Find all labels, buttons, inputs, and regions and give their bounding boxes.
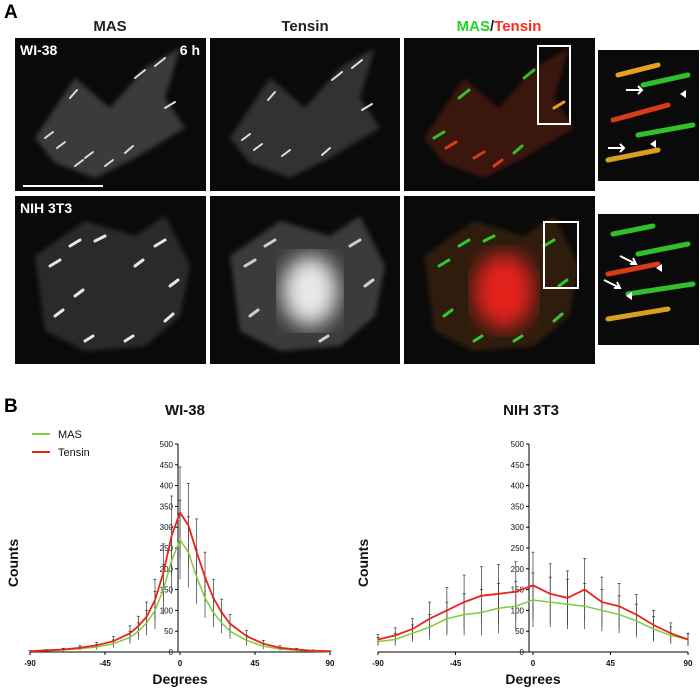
chart-title-nih3t3: NIH 3T3 [503,402,559,419]
column-title-merge: MAS/Tensin [404,18,594,35]
merge-title-mas: MAS [456,18,490,35]
column-title-tensin: Tensin [281,18,329,35]
cell-nih3t3-mas-shape [35,216,190,351]
y-tick-label: 400 [160,482,174,491]
y-tick-label: 100 [511,606,525,615]
cell-nih3t3-tensin-shape [230,216,385,351]
zoom-box-wi38 [537,45,571,125]
x-tick-label: 90 [326,659,335,668]
micrograph-nih3t3-mas: NIH 3T3 [15,196,206,364]
x-tick-label: 45 [606,659,615,668]
arrowhead-icon [626,292,632,300]
arrowhead-icon [650,140,656,148]
y-axis-label: Counts [355,539,371,587]
y-tick-label: 500 [160,440,174,449]
cell-wi38-mas-shape [35,48,185,178]
x-tick-label: -45 [450,659,462,668]
arrow-icon [608,143,626,153]
x-tick-label: 0 [531,659,536,668]
x-tick-label: -90 [372,659,384,668]
chart-title-wi38: WI-38 [164,402,205,419]
y-axis-label: Counts [5,539,21,587]
y-tick-label: 450 [160,461,174,470]
y-tick-label: 500 [511,440,525,449]
x-axis-label: Degrees [505,671,560,687]
micrograph-wi38-mas: WI-38 6 h [15,38,206,191]
y-tick-label: 100 [160,606,174,615]
x-tick-label: -90 [24,659,36,668]
y-tick-label: 0 [169,648,174,657]
y-tick-label: 250 [511,544,525,553]
x-tick-label: -45 [99,659,111,668]
y-tick-label: 200 [511,565,525,574]
scale-bar [23,185,103,187]
series-line-mas [377,599,689,643]
y-tick-label: 400 [511,482,525,491]
y-tick-label: 300 [160,523,174,532]
y-tick-label: 50 [515,627,524,636]
y-tick-label: 350 [160,502,174,511]
arrow-icon [626,85,644,95]
inset-wi38-content [605,62,696,163]
y-tick-label: 150 [160,586,174,595]
y-tick-label: 450 [511,461,525,470]
micrograph-wi38-merge [404,38,595,191]
row-label-nih3t3: NIH 3T3 [20,200,73,216]
cell-nih3t3-merge-shape [424,216,579,351]
micrograph-nih3t3-merge [404,196,595,364]
panel-a-letter: A [4,2,18,23]
y-tick-label: 50 [164,627,173,636]
y-tick-label: 350 [511,502,525,511]
legend-label-tensin: Tensin [58,447,90,459]
y-tick-label: 250 [160,544,174,553]
inset-wi38 [598,50,699,181]
x-tick-label: 45 [251,659,260,668]
merge-title-separator: / [489,18,495,35]
arrow-icon [619,255,638,265]
micrograph-wi38-tensin [210,38,400,191]
time-label: 6 h [179,42,200,58]
y-tick-label: 300 [511,523,525,532]
inset-nih3t3-content [603,223,696,322]
arrowhead-icon [680,90,686,98]
series-line-tensin [29,510,331,653]
arrowhead-icon [656,264,662,272]
panel-b-letter: B [4,396,18,417]
legend-label-mas: MAS [58,429,82,441]
chart-wi38: 0 50 100 150 200 250 300 350 400 450 500 -90 -45 0 45 9… [5,429,335,687]
zoom-box-nih3t3 [543,221,579,289]
arrow-icon [603,279,622,289]
x-tick-label: 90 [684,659,693,668]
x-tick-label: 0 [178,659,183,668]
column-title-mas: MAS [93,18,127,35]
inset-nih3t3 [598,214,699,345]
x-axis-label: Degrees [152,671,207,687]
series-line-tensin [377,584,689,641]
cell-wi38-merge-shape [424,45,574,178]
micrograph-nih3t3-tensin [210,196,400,364]
y-tick-label: 0 [520,648,525,657]
series-line-mas [29,538,331,653]
merge-title-tensin: Tensin [494,18,542,35]
y-tick-label: 200 [160,565,174,574]
cell-wi38-tensin-shape [230,48,380,178]
row-label-wi38: WI-38 [20,42,58,58]
